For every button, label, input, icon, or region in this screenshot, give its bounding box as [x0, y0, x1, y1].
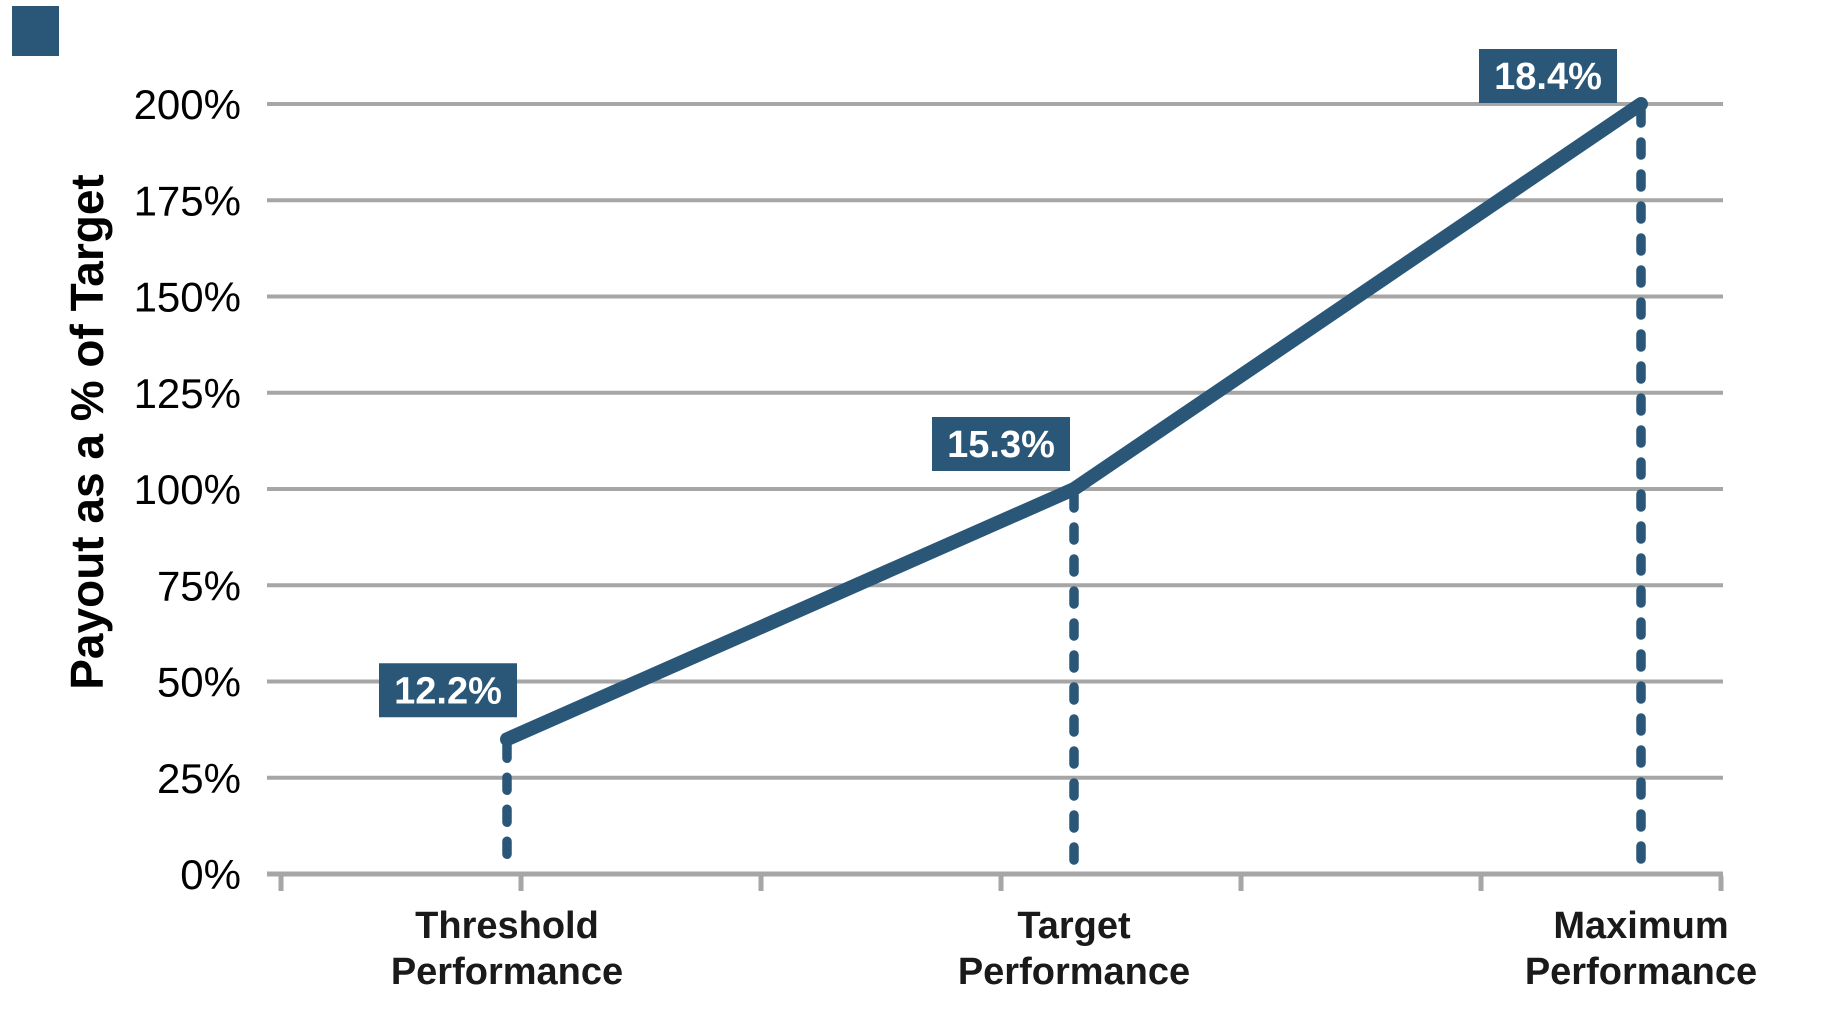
x-category-label: Target Performance — [958, 905, 1190, 993]
y-axis-title: Payout as a % of Target — [61, 174, 113, 690]
chart-layers: 0% 25% 50% 75% 100% 125% 150% 175% 200% 12.2% 15.3… — [134, 49, 1757, 993]
y-tick-label: 175% — [134, 177, 241, 224]
y-tick-label: 100% — [134, 466, 241, 513]
y-tick-label: 200% — [134, 81, 241, 128]
payout-line — [500, 97, 1648, 747]
corner-decoration-square — [12, 6, 59, 56]
y-tick-label: 50% — [157, 659, 241, 706]
y-tick-label: 150% — [134, 274, 241, 321]
data-label-text: 15.3% — [947, 424, 1055, 466]
x-category-label: Maximum Performance — [1525, 905, 1757, 993]
y-tick-label: 75% — [157, 562, 241, 609]
y-tick-label: 125% — [134, 370, 241, 417]
data-label-box — [379, 663, 517, 718]
y-tick-label: 25% — [157, 755, 241, 802]
data-label-text: 12.2% — [394, 670, 502, 712]
x-category-label: Threshold Performance — [391, 905, 623, 993]
data-label-box — [932, 417, 1070, 471]
data-label-box — [1479, 49, 1617, 103]
data-label-text: 18.4% — [1494, 56, 1602, 98]
y-tick-label: 0% — [180, 851, 241, 898]
